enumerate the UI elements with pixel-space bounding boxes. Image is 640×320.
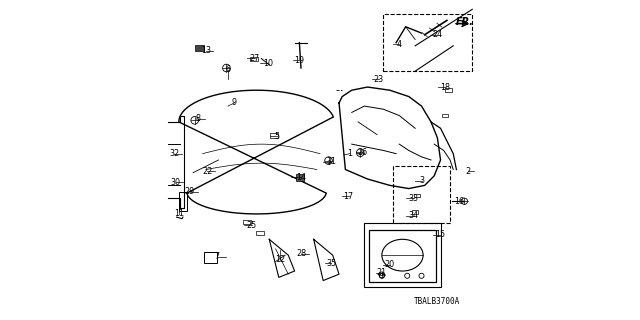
- Text: 30: 30: [171, 178, 180, 187]
- Text: 11: 11: [174, 209, 184, 219]
- Text: 4: 4: [397, 40, 402, 49]
- Bar: [195, 45, 204, 51]
- Text: 9: 9: [232, 99, 237, 108]
- Text: 31: 31: [326, 157, 336, 166]
- Text: 34: 34: [408, 211, 419, 220]
- Text: 16: 16: [454, 197, 465, 206]
- Bar: [393, 166, 450, 223]
- Text: FR.: FR.: [455, 17, 474, 27]
- Text: 20: 20: [385, 260, 395, 269]
- Text: 33: 33: [408, 194, 419, 203]
- Text: 24: 24: [432, 30, 442, 39]
- Text: 17: 17: [344, 192, 354, 201]
- Text: 35: 35: [326, 259, 336, 268]
- Text: 18: 18: [440, 83, 451, 92]
- Text: 25: 25: [246, 220, 257, 229]
- Bar: [243, 220, 251, 224]
- Text: 22: 22: [202, 167, 212, 176]
- Text: 7: 7: [214, 252, 220, 261]
- Text: 2: 2: [465, 167, 470, 176]
- Bar: [369, 230, 436, 282]
- Text: 13: 13: [201, 46, 211, 55]
- Bar: [256, 231, 264, 235]
- Text: 23: 23: [374, 75, 384, 84]
- Text: 15: 15: [435, 230, 445, 239]
- Text: TBALB3700A: TBALB3700A: [414, 297, 461, 306]
- Text: 12: 12: [275, 255, 285, 264]
- Text: 32: 32: [169, 149, 179, 158]
- Bar: [250, 57, 258, 61]
- Text: 10: 10: [262, 59, 273, 68]
- Text: 14: 14: [296, 173, 306, 182]
- Bar: [270, 133, 278, 138]
- Text: 6: 6: [225, 65, 230, 74]
- Text: 1: 1: [348, 149, 353, 158]
- Text: 19: 19: [294, 56, 305, 65]
- Bar: [296, 174, 304, 180]
- Text: 28: 28: [296, 249, 306, 258]
- Bar: [204, 252, 217, 263]
- Bar: [445, 88, 452, 92]
- Text: 5: 5: [275, 132, 280, 141]
- Text: 26: 26: [358, 148, 368, 156]
- Text: 29: 29: [185, 187, 195, 196]
- Text: 8: 8: [195, 114, 200, 123]
- Bar: [412, 211, 419, 214]
- Text: 27: 27: [250, 54, 260, 63]
- Bar: [364, 223, 440, 287]
- Bar: [442, 114, 449, 117]
- Text: 3: 3: [419, 176, 424, 185]
- Bar: [179, 192, 187, 211]
- Text: 21: 21: [377, 268, 387, 277]
- Bar: [383, 14, 472, 71]
- Bar: [413, 194, 420, 197]
